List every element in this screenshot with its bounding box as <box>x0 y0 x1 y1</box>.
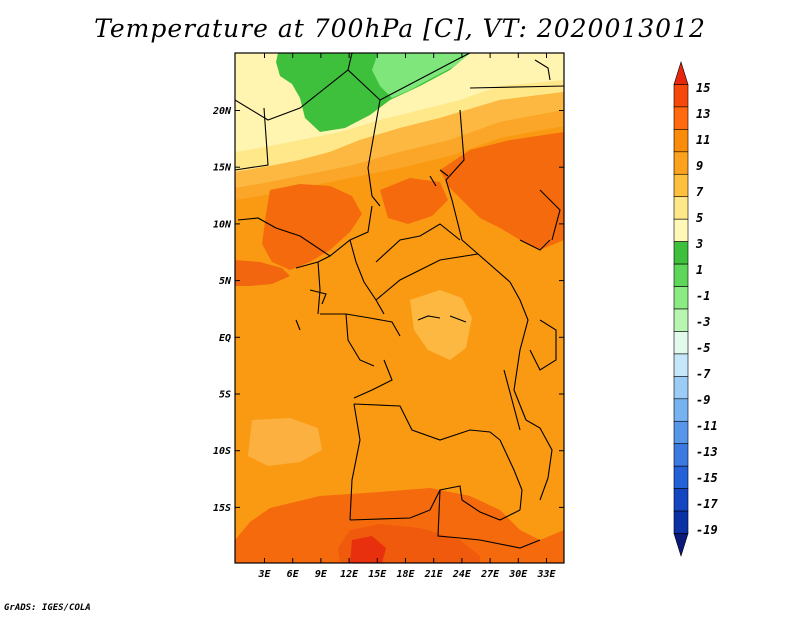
lon-label: 27E <box>480 569 500 580</box>
colorbar-segment <box>673 106 689 130</box>
colorbar-label: -11 <box>696 419 718 433</box>
colorbar-segment <box>673 465 689 489</box>
lat-label: 10N <box>213 219 232 230</box>
colorbar-label: -13 <box>696 445 718 459</box>
lon-label: 12E <box>340 569 359 580</box>
lon-label: 21E <box>424 569 444 580</box>
colorbar-label: 9 <box>696 159 703 173</box>
lat-label: 5S <box>219 390 231 401</box>
colorbar-segment <box>673 173 689 198</box>
lat-label: 20N <box>212 106 232 117</box>
colorbar: 15 13 11 9 7 5 3 1 -1 -3 -5 -7 -9 -11 -13 -15 -17 -19 <box>673 60 718 558</box>
longitude-axis: 3E 6E 9E 12E 15E 18E 21E 24E 27E 30E 33E <box>257 53 557 580</box>
colorbar-segment <box>673 443 689 467</box>
colorbar-segment <box>673 420 689 445</box>
colorbar-label: -9 <box>696 393 710 407</box>
colorbar-segment <box>673 263 689 287</box>
colorbar-segment <box>673 129 689 153</box>
colorbar-label: 13 <box>696 107 710 121</box>
colorbar-label: 5 <box>696 211 703 225</box>
map-title: Temperature at 700hPa [C], VT: 202001301… <box>94 14 706 43</box>
colorbar-label: 15 <box>696 81 710 95</box>
lon-label: 6E <box>287 569 300 580</box>
colorbar-segment <box>673 151 689 175</box>
colorbar-segment <box>673 488 689 512</box>
lat-label: 10S <box>213 446 231 457</box>
colorbar-segment <box>673 84 689 108</box>
colorbar-label: 3 <box>695 237 703 251</box>
colorbar-label: -19 <box>696 523 718 537</box>
colorbar-label: -7 <box>696 367 711 381</box>
colorbar-segment <box>673 510 689 534</box>
colorbar-segment <box>673 286 689 310</box>
country-borders <box>235 53 564 549</box>
colorbar-segment <box>673 398 689 422</box>
lon-label: 30E <box>508 569 528 580</box>
lon-label: 33E <box>536 569 556 580</box>
map-frame <box>234 52 565 564</box>
colorbar-segment <box>673 308 689 332</box>
temperature-field <box>235 53 564 563</box>
colorbar-segment <box>673 196 689 220</box>
colorbar-label: 7 <box>696 185 704 199</box>
colorbar-segment <box>673 60 689 85</box>
lat-label: 15N <box>213 163 232 174</box>
colorbar-label: -5 <box>696 341 710 355</box>
colorbar-label: -3 <box>696 315 710 329</box>
colorbar-segment <box>673 533 689 558</box>
colorbar-label: -17 <box>696 497 718 511</box>
lat-label: 15S <box>213 503 231 514</box>
lon-label: 15E <box>368 569 387 580</box>
lon-label: 24E <box>452 569 472 580</box>
lat-label: 5N <box>219 276 232 287</box>
latitude-axis: 20N 15N 10N 5N EQ 5S 10S 15S <box>212 106 564 514</box>
colorbar-label: -15 <box>696 471 718 485</box>
grads-credit: GrADS: IGES/COLA <box>4 603 91 613</box>
colorbar-label: -1 <box>696 289 710 303</box>
lon-label: 18E <box>396 569 415 580</box>
colorbar-segment <box>673 353 689 377</box>
lon-label: 3E <box>257 569 271 580</box>
lat-label: EQ <box>219 333 231 344</box>
lon-label: 9E <box>315 569 328 580</box>
colorbar-segment <box>673 241 689 265</box>
colorbar-segment <box>673 218 689 242</box>
colorbar-label: 1 <box>696 263 703 277</box>
colorbar-label: 11 <box>696 133 710 147</box>
colorbar-segment <box>673 331 689 355</box>
colorbar-segment <box>673 376 689 400</box>
